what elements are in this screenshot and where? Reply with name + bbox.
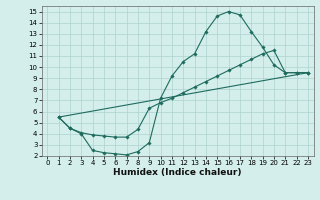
X-axis label: Humidex (Indice chaleur): Humidex (Indice chaleur)	[113, 168, 242, 177]
